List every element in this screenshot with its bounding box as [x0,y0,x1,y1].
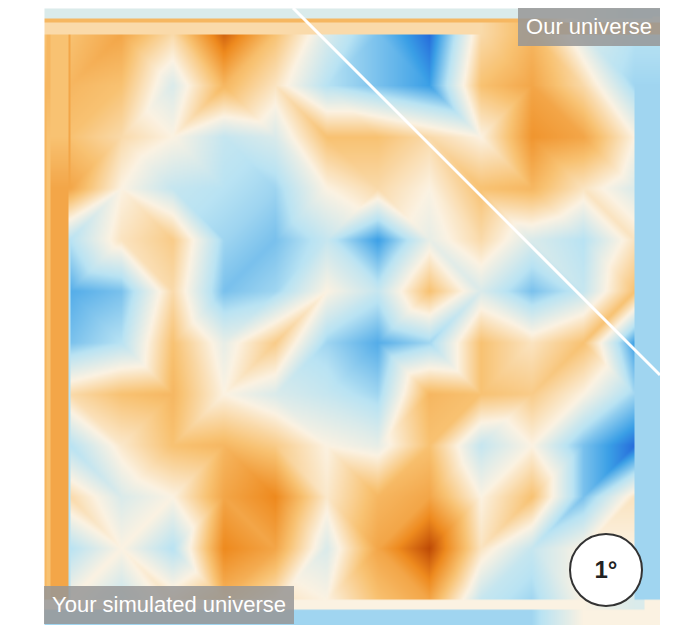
svg-text:1°: 1° [595,556,618,583]
html-text:Your simulated universe: Your simulated universe [52,592,286,617]
html-text:Our universe: Our universe [526,14,652,39]
